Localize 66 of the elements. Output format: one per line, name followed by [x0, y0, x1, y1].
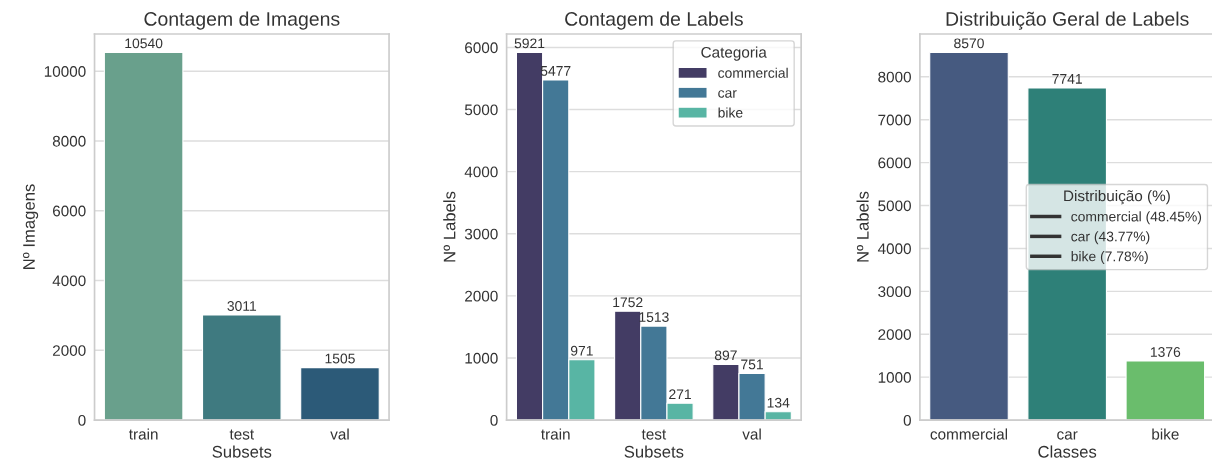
y-tick-label: 5000	[878, 200, 911, 212]
y-tick-label: 7000	[878, 114, 911, 126]
y-axis-title: Nº Imagens	[23, 184, 39, 269]
legend-title: Distribuição (%)	[1064, 190, 1170, 205]
y-tick-label: 3000	[878, 286, 911, 298]
legend-label: car	[718, 90, 737, 98]
y-axis-title: Nº Labels	[443, 191, 456, 262]
x-tick-label: test	[641, 429, 667, 440]
x-tick-label: val	[330, 428, 349, 440]
y-tick-label: 2000	[878, 329, 911, 340]
x-tick-label: val	[742, 428, 761, 440]
x-tick-label: train	[541, 428, 570, 440]
y-tick-label: 6000	[52, 205, 86, 217]
annotation: car (43.77%)	[1071, 231, 1150, 245]
legend-title: Categoria	[701, 46, 767, 61]
data-label: 5921	[514, 38, 545, 49]
x-tick-label: train	[128, 428, 158, 440]
x-axis-title: Subsets	[212, 445, 272, 458]
y-tick-label: 3000	[464, 228, 498, 240]
data-label: 134	[767, 397, 790, 408]
y-tick-label: 1000	[465, 352, 498, 364]
data-label: 7741	[1052, 74, 1082, 84]
data-label: 1505	[325, 353, 355, 364]
y-tick-label: 8000	[878, 71, 911, 83]
x-tick-label: car	[1057, 431, 1078, 440]
data-label: 1376	[1150, 347, 1181, 357]
data-label: 10540	[125, 38, 163, 49]
chart-title: Distribuição Geral de Labels	[946, 11, 1189, 30]
y-tick-label: 8000	[52, 135, 86, 147]
x-tick-label: commercial	[930, 428, 1008, 440]
legend-label: commercial	[718, 67, 788, 78]
y-tick-label: 4000	[52, 275, 86, 287]
data-label: 271	[669, 389, 691, 399]
chart-title: Contagem de Labels	[565, 11, 743, 30]
x-axis-title: Subsets	[624, 445, 684, 458]
data-label: 1752	[613, 297, 643, 308]
y-tick-label: 6000	[878, 157, 911, 169]
y-tick-label: 6000	[465, 42, 498, 54]
bar	[103, 51, 184, 421]
y-tick-label: 10000	[44, 66, 86, 77]
bar	[929, 51, 1009, 421]
chart-title: Contagem de Imagens	[144, 11, 340, 30]
y-tick-label: 2000	[52, 345, 86, 356]
y-tick-label: 0	[490, 414, 498, 426]
data-label: 3011	[227, 301, 257, 311]
annotation: bike (7.78%)	[1071, 251, 1148, 265]
y-tick-label: 2000	[465, 290, 498, 302]
y-tick-label: 0	[78, 414, 86, 426]
data-label: 897	[714, 350, 737, 361]
y-tick-label: 1000	[878, 372, 911, 383]
bar	[201, 314, 282, 421]
x-tick-label: bike	[1152, 428, 1179, 440]
data-label: 8570	[954, 38, 984, 49]
x-tick-label: test	[229, 429, 254, 440]
annotation: commercial (48.45%)	[1071, 211, 1202, 225]
y-tick-label: 5000	[464, 104, 498, 116]
data-label: 971	[570, 345, 593, 356]
legend-label: bike	[718, 107, 743, 118]
bar	[1125, 360, 1206, 421]
y-tick-label: 4000	[877, 243, 911, 255]
y-tick-label: 4000	[464, 166, 498, 178]
y-tick-label: 0	[903, 414, 911, 426]
y-axis-title: Nº Labels	[856, 191, 869, 262]
x-axis-title: Classes	[1038, 445, 1097, 458]
bar	[300, 367, 380, 421]
data-label: 751	[741, 359, 763, 370]
